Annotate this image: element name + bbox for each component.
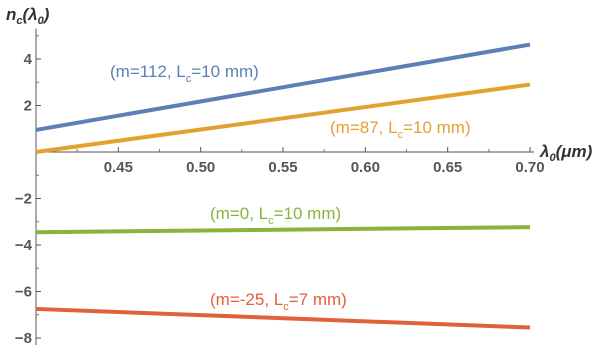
series-label-part: (m=112, L	[110, 62, 186, 81]
y-tick-label: 4	[24, 51, 33, 68]
series-label-subscript: c	[283, 301, 289, 313]
x-tick-label: 0.60	[351, 159, 380, 176]
series-line	[35, 225, 531, 235]
series-label: (m=87, Lc=10 mm)	[330, 118, 471, 141]
y-tick-label: −6	[15, 284, 32, 301]
series-label-part: =10 mm)	[403, 118, 471, 137]
y-tick-label: −2	[15, 191, 32, 208]
series-label-part: (m=0, L	[210, 204, 268, 223]
x-axis-title: λ0(μm)	[539, 142, 593, 164]
series-line	[35, 42, 531, 132]
y-tick-label: 2	[24, 98, 32, 115]
series-line	[35, 82, 531, 154]
series-label-part: =7 mm)	[289, 290, 347, 309]
y-tick-label: −8	[15, 330, 32, 347]
series-label-subscript: c	[186, 73, 192, 85]
series-labels: (m=112, Lc=10 mm)(m=87, Lc=10 mm)(m=0, L…	[110, 62, 471, 313]
series-label-subscript: c	[398, 129, 404, 141]
axis-titles: nc(λ0) λ0(μm)	[6, 5, 593, 164]
series-label-part: =10 mm)	[274, 204, 342, 223]
series-lines	[35, 42, 531, 330]
series-label: (m=0, Lc=10 mm)	[210, 204, 341, 227]
series-label-part: =10 mm)	[191, 62, 259, 81]
series-label-subscript: c	[268, 215, 274, 227]
series-label: (m=112, Lc=10 mm)	[110, 62, 259, 85]
series-line	[35, 306, 531, 330]
series-label-part: (m=-25, L	[210, 290, 283, 309]
x-tick-label: 0.45	[104, 159, 133, 176]
y-tick-label: −4	[15, 237, 33, 254]
axes: 0.45 0.50 0.55 0.60 0.65 0.70 4 2 −2 −4 −6 −8	[15, 28, 545, 347]
x-tick-label: 0.50	[186, 159, 215, 176]
series-label: (m=-25, Lc=7 mm)	[210, 290, 347, 313]
x-tick-label: 0.65	[433, 159, 462, 176]
x-tick-label: 0.70	[515, 159, 544, 176]
y-axis-title: nc(λ0)	[6, 5, 50, 27]
series-label-part: (m=87, L	[330, 118, 398, 137]
x-tick-label: 0.55	[268, 159, 297, 176]
